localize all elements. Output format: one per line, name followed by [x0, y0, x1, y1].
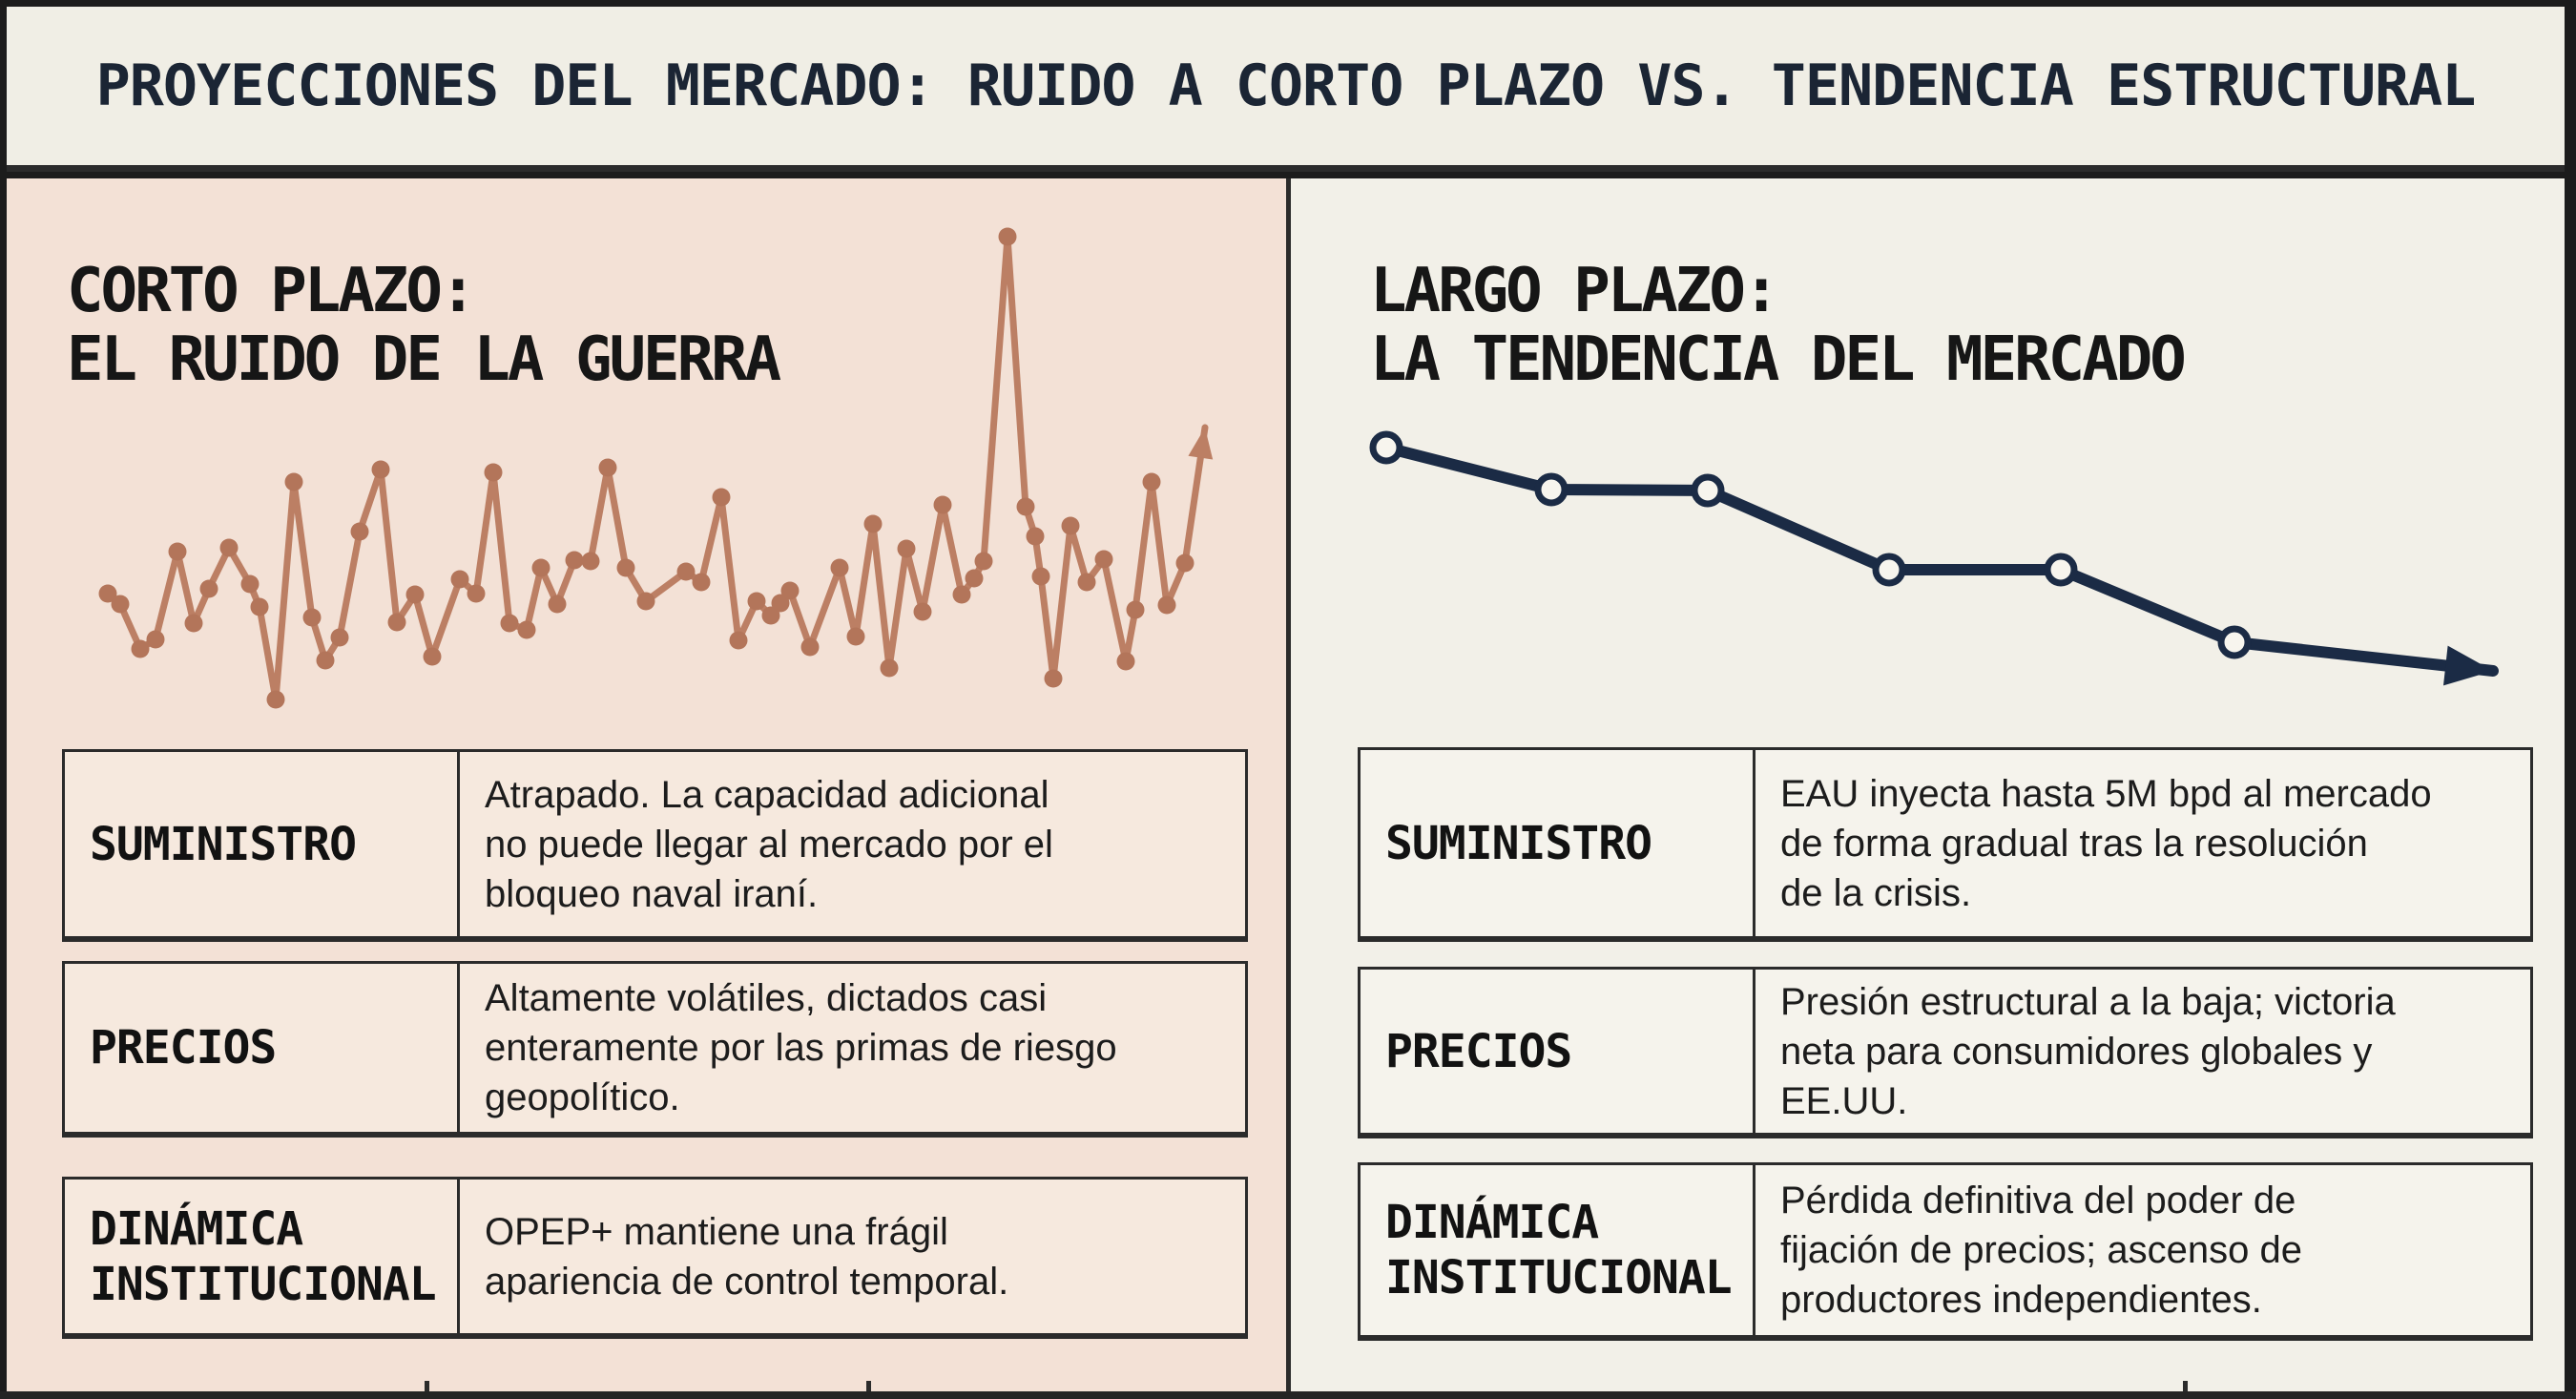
long-term-heading: LARGO PLAZO: LA TENDENCIA DEL MERCADO: [1370, 256, 2187, 395]
row-description: OPEP+ mantiene una frágil apariencia de …: [485, 1210, 1009, 1303]
table-row-left-suministro: SUMINISTRO Atrapado. La capacidad adicio…: [62, 749, 1248, 942]
row-description: EAU inyecta hasta 5M bpd al mercado de f…: [1780, 772, 2432, 914]
row-label: DINÁMICA INSTITUCIONAL: [65, 1180, 460, 1333]
long-term-trend-chart: [1336, 410, 2538, 716]
cutoff-row-tick: [425, 1381, 429, 1391]
cutoff-row-edge: [0, 1391, 2576, 1399]
table-row-right-suministro: SUMINISTRO EAU inyecta hasta 5M bpd al m…: [1358, 747, 2533, 942]
table-row-left-dinamica: DINÁMICA INSTITUCIONAL OPEP+ mantiene un…: [62, 1177, 1248, 1339]
panel-divider: [1286, 178, 1291, 1391]
row-label: SUMINISTRO: [1361, 750, 1755, 936]
panel-long-term: LARGO PLAZO: LA TENDENCIA DEL MERCADO SU…: [1291, 178, 2565, 1391]
table-row-left-precios: PRECIOS Altamente volátiles, dictados ca…: [62, 961, 1248, 1138]
frame-right-edge: [2565, 0, 2576, 1399]
title-bar: PROYECCIONES DEL MERCADO: RUIDO A CORTO …: [7, 7, 2565, 172]
cutoff-row-tick: [2183, 1381, 2188, 1391]
row-label: PRECIOS: [1361, 970, 1755, 1133]
short-term-noise-chart: [57, 220, 1259, 717]
short-term-heading: CORTO PLAZO: EL RUIDO DE LA GUERRA: [67, 256, 781, 395]
table-row-right-precios: PRECIOS Presión estructural a la baja; v…: [1358, 967, 2533, 1138]
row-label: PRECIOS: [65, 964, 460, 1132]
row-description: Presión estructural a la baja; victoria …: [1780, 980, 2396, 1122]
row-label: SUMINISTRO: [65, 752, 460, 936]
row-description: Pérdida definitiva del poder de fijación…: [1780, 1180, 2302, 1321]
page-title: PROYECCIONES DEL MERCADO: RUIDO A CORTO …: [95, 52, 2477, 119]
panel-short-term: CORTO PLAZO: EL RUIDO DE LA GUERRA SUMIN…: [7, 178, 1286, 1391]
cutoff-row-tick: [866, 1381, 871, 1391]
row-description: Altamente volátiles, dictados casi enter…: [485, 977, 1117, 1118]
row-description: Atrapado. La capacidad adicional no pued…: [485, 773, 1053, 915]
table-row-right-dinamica: DINÁMICA INSTITUCIONAL Pérdida definitiv…: [1358, 1162, 2533, 1341]
row-label: DINÁMICA INSTITUCIONAL: [1361, 1165, 1755, 1335]
